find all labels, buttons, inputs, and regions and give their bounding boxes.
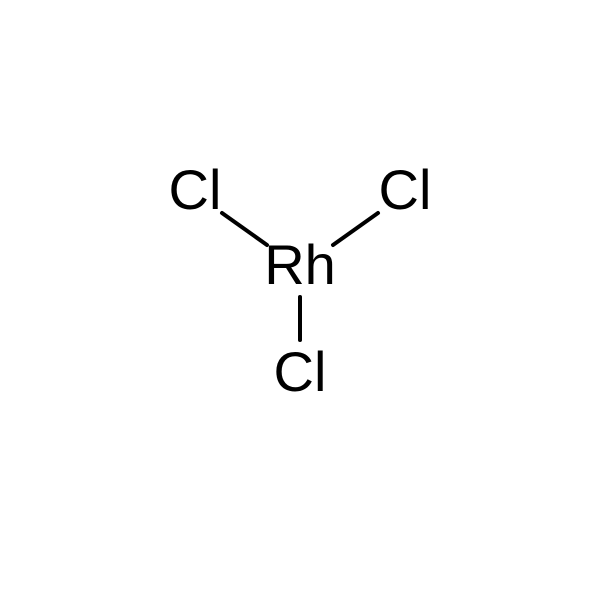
atom-cl-top-left: Cl	[169, 162, 222, 218]
atom-cl-bottom: Cl	[274, 344, 327, 400]
atom-center: Rh	[264, 237, 336, 293]
bond-layer	[0, 0, 600, 600]
chemical-structure-diagram: Rh Cl Cl Cl	[0, 0, 600, 600]
atom-cl-top-right: Cl	[379, 162, 432, 218]
bond-line	[333, 213, 378, 245]
bond-line	[222, 213, 267, 245]
